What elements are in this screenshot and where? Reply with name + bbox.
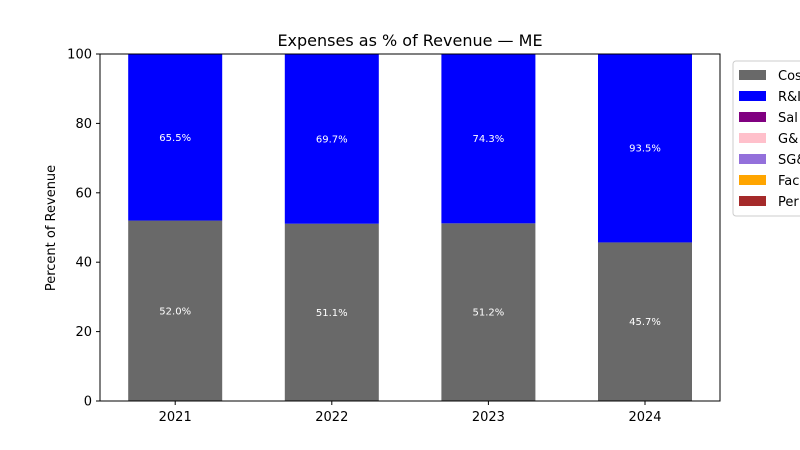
bar-segment — [284, 54, 379, 224]
legend-label: Per — [778, 195, 799, 210]
bar-segment — [284, 223, 379, 401]
bar-value-label: 74.3% — [473, 134, 505, 145]
legend-label: Cos — [778, 69, 800, 84]
y-tick-label: 0 — [84, 395, 92, 410]
y-tick-label: 20 — [75, 325, 92, 340]
bar-value-label: 45.7% — [629, 317, 661, 328]
legend-label: Sal — [778, 111, 798, 126]
bar-value-label: 51.2% — [473, 308, 505, 319]
legend-swatch — [739, 70, 766, 80]
bar-segment — [598, 242, 692, 401]
y-tick-label: 60 — [75, 186, 92, 201]
bar-segment — [441, 223, 536, 401]
chart-title: Expenses as % of Revenue — ME — [277, 31, 542, 50]
bar-segment — [598, 54, 692, 243]
legend-swatch — [739, 154, 766, 164]
plot-frame — [99, 53, 721, 402]
legend-swatch — [739, 133, 766, 143]
bar-value-label: 93.5% — [629, 144, 661, 155]
legend-swatch — [739, 91, 766, 101]
x-tick-label: 2022 — [315, 410, 348, 425]
bar-segment — [441, 54, 536, 224]
legend-label: R&I — [778, 90, 800, 105]
y-tick-label: 40 — [75, 256, 92, 271]
x-tick-label: 2023 — [472, 410, 505, 425]
bar-value-label: 52.0% — [159, 306, 191, 317]
x-tick-label: 2021 — [159, 410, 192, 425]
x-tick-label: 2024 — [628, 410, 661, 425]
bar-segment — [128, 54, 223, 221]
legend-label: G& — [778, 132, 798, 147]
bar-value-label: 69.7% — [316, 134, 348, 145]
y-tick-label: 100 — [67, 48, 92, 63]
legend-label: SG& — [778, 153, 800, 168]
y-axis-label: Percent of Revenue — [44, 165, 59, 291]
legend-swatch — [739, 175, 766, 185]
legend-swatch — [739, 196, 766, 206]
legend-swatch — [739, 112, 766, 122]
bar-segment — [128, 220, 223, 401]
bar-value-label: 65.5% — [159, 133, 191, 144]
y-tick-label: 80 — [75, 117, 92, 132]
bar-value-label: 51.1% — [316, 308, 348, 319]
legend-label: Fac — [778, 174, 799, 189]
